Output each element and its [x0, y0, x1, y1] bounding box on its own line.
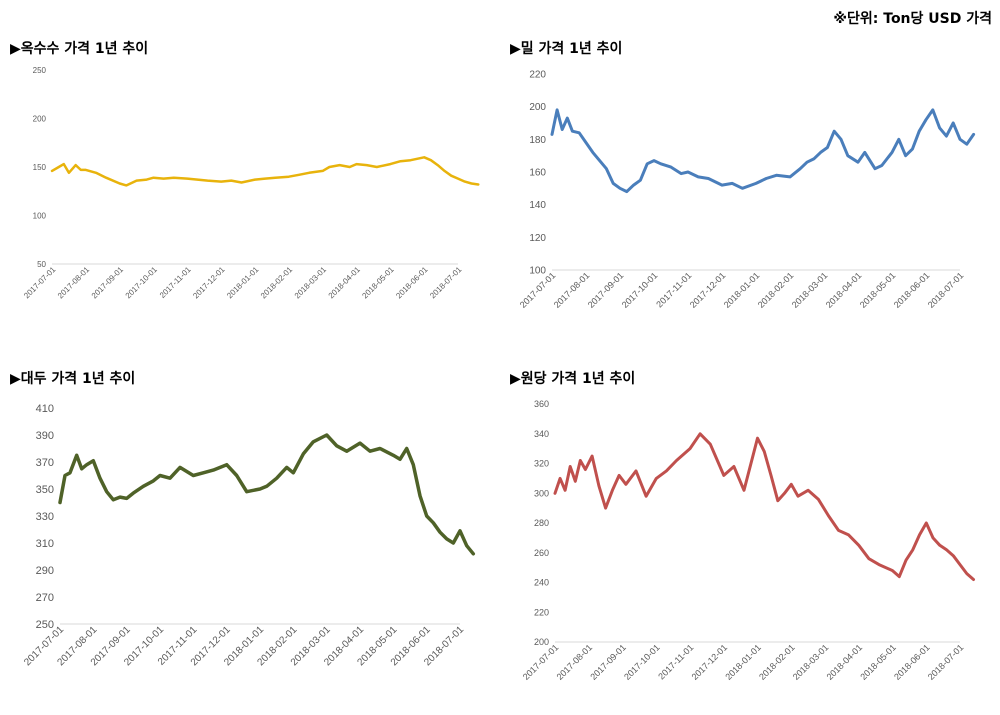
x-tick-label: 2018-02-01: [756, 270, 796, 310]
x-tick-label: 2018-06-01: [394, 265, 430, 301]
x-tick-label: 2018-02-01: [259, 265, 295, 301]
chart-title: ▶대두 가격 1년 추이: [10, 371, 136, 387]
y-tick-label: 140: [529, 200, 546, 211]
x-tick-label: 2017-09-01: [90, 265, 126, 301]
y-tick-label: 220: [534, 607, 549, 617]
x-tick-label: 2018-07-01: [926, 642, 966, 682]
series-line: [553, 432, 975, 581]
x-tick-label: 2018-07-01: [926, 270, 966, 310]
y-tick-label: 200: [534, 637, 549, 647]
y-tick-label: 350: [36, 484, 54, 496]
series-line: [58, 433, 476, 556]
x-tick-label: 2017-11-01: [158, 265, 193, 300]
sugar-chart-svg: 2002202402602803003203403602017-07-01201…: [521, 399, 975, 682]
x-tick-label: 2018-01-01: [722, 270, 762, 310]
chart-title: ▶밀 가격 1년 추이: [510, 41, 623, 57]
x-tick-label: 2017-10-01: [620, 270, 660, 310]
y-tick-label: 310: [36, 538, 54, 550]
x-tick-label: 2017-09-01: [586, 270, 626, 310]
x-tick-label: 2017-12-01: [191, 265, 227, 301]
y-tick-label: 290: [36, 565, 54, 577]
y-tick-label: 100: [33, 211, 47, 220]
corn-chart-svg: 50 100 150 200 250 2017-07-012017-08-012017-0…: [22, 66, 480, 301]
unit-note: ※단위: Ton당 USD 가격: [833, 11, 992, 27]
x-tick-label: 2018-05-01: [858, 270, 898, 310]
y-tick-label: 240: [534, 578, 549, 588]
y-tick-label: 150: [33, 163, 47, 172]
soybean-price-chart: ▶대두 가격 1년 추이 250 270 290 310 330 350 370 390 410…: [10, 368, 490, 708]
series-line: [550, 108, 976, 194]
y-tick-label: 100: [529, 266, 546, 277]
x-tick-label: 2018-04-01: [327, 265, 363, 301]
x-tick-label: 2018-03-01: [790, 270, 830, 310]
y-tick-label: 280: [534, 518, 549, 528]
y-tick-label: 410: [36, 403, 54, 415]
x-tick-label: 2017-08-01: [552, 270, 592, 310]
x-tick-label: 2018-03-01: [293, 265, 329, 301]
x-tick-label: 2018-04-01: [824, 270, 864, 310]
y-tick-label: 180: [529, 135, 546, 146]
x-tick-label: 2017-08-01: [56, 265, 92, 301]
x-tick-label: 2018-06-01: [892, 270, 932, 310]
y-tick-label: 220: [529, 70, 546, 81]
x-tick-label: 2017-10-01: [622, 642, 662, 682]
y-tick-label: 330: [36, 511, 54, 523]
x-tick-label: 2018-07-01: [428, 265, 464, 301]
y-tick-label: 270: [36, 592, 54, 604]
y-tick-label: 360: [534, 399, 549, 409]
series-line: [50, 156, 480, 187]
y-tick-label: 340: [534, 429, 549, 439]
y-tick-label: 320: [534, 459, 549, 469]
y-tick-label: 120: [529, 233, 546, 244]
x-tick-label: 2018-01-01: [225, 265, 261, 301]
soybean-chart-svg: 2502702903103303503703904102017-07-01201…: [22, 403, 476, 668]
y-tick-label: 390: [36, 430, 54, 442]
y-tick-label: 250: [33, 66, 47, 75]
sugar-price-chart: ▶원당 가격 1년 추이 200 220 240 260 280 300 320 340 360…: [510, 368, 990, 708]
y-tick-label: 300: [534, 488, 549, 498]
x-tick-label: 2017-10-01: [124, 265, 160, 301]
y-tick-label: 200: [33, 114, 47, 123]
x-tick-label: 2017-12-01: [688, 270, 728, 310]
y-tick-label: 160: [529, 168, 546, 179]
wheat-price-chart: ▶밀 가격 1년 추이 100 120 140 160 180 200 220 2017-07…: [510, 38, 990, 338]
y-tick-label: 200: [529, 102, 546, 113]
y-tick-label: 250: [36, 619, 54, 631]
chart-title: ▶옥수수 가격 1년 추이: [10, 41, 149, 57]
y-tick-label: 50: [37, 260, 46, 269]
y-tick-label: 260: [534, 548, 549, 558]
corn-price-chart: ▶옥수수 가격 1년 추이 50 100 150 200 250 2017-07-01 20…: [10, 38, 490, 318]
chart-title: ▶원당 가격 1년 추이: [510, 371, 636, 387]
x-tick-label: 2017-07-01: [22, 265, 58, 301]
y-tick-label: 370: [36, 457, 54, 469]
x-tick-label: 2018-05-01: [360, 265, 396, 301]
wheat-chart-svg: 1001201401601802002202017-07-012017-08-0…: [518, 70, 976, 310]
